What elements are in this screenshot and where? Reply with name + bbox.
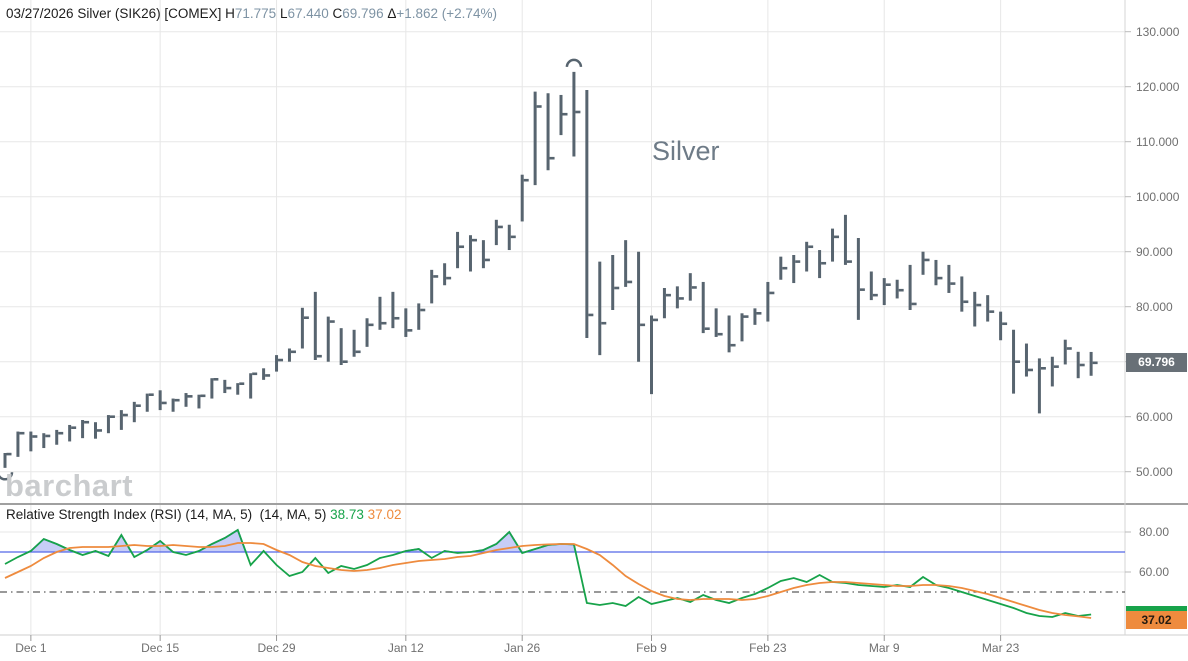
change-value: +1.862 (+2.74%)	[396, 6, 497, 21]
rsi-ma-value-badge: 37.02	[1126, 611, 1187, 629]
rsi-header: Relative Strength Index (RSI) (14, MA, 5…	[6, 507, 401, 522]
quote-date: 03/27/2026	[6, 6, 74, 21]
price-axis-label: 110.000	[1136, 134, 1179, 149]
date-axis-label: Mar 9	[868, 641, 900, 655]
rsi-overbought-outline	[26, 528, 577, 552]
price-axis-label: 100.000	[1136, 189, 1180, 204]
close-value: 69.796	[342, 6, 384, 21]
rsi-current-value: 38.73	[330, 507, 364, 522]
rsi-axis-label: 80.00	[1139, 525, 1170, 539]
date-axis-label: Dec 15	[141, 641, 180, 655]
last-price-badge: 69.796	[1126, 353, 1187, 372]
rsi-axis-label: 60.00	[1139, 565, 1170, 579]
date-axis-label: Mar 23	[981, 641, 1020, 655]
rsi-study-label: Relative Strength Index (RSI) (14, MA, 5…	[6, 507, 331, 522]
change-label: Δ	[387, 6, 397, 21]
close-label: C	[332, 6, 343, 21]
price-axis-label: 60.000	[1136, 409, 1173, 424]
price-axis-label: 50.000	[1136, 464, 1173, 479]
low-label: L	[279, 6, 288, 21]
symbol-watermark-label: Silver	[652, 136, 720, 166]
price-axis-label: 80.000	[1136, 299, 1173, 314]
rsi-panel	[0, 528, 1125, 619]
barchart-watermark-logo: barchart	[5, 468, 134, 503]
contract-low-arc-marker	[0, 472, 14, 481]
price-axis-label: 120.000	[1136, 79, 1180, 94]
quote-symbol: Silver (SIK26) [COMEX]	[77, 6, 222, 21]
high-value: 71.775	[234, 6, 277, 21]
quote-header: 03/27/2026 Silver (SIK26) [COMEX] H71.77…	[6, 6, 497, 21]
price-axis-label: 90.000	[1136, 244, 1173, 259]
date-axis-label: Jan 26	[504, 641, 541, 655]
high-label: H	[225, 6, 235, 21]
low-value: 67.440	[287, 6, 329, 21]
price-axis-label: 130.000	[1136, 24, 1180, 39]
rsi-ma-current-value: 37.02	[363, 507, 402, 522]
date-axis-label: Jan 12	[387, 641, 424, 655]
date-axis-label: Dec 29	[257, 641, 296, 655]
rsi-overbought-fill	[5, 530, 1092, 552]
price-bars	[3, 71, 1098, 468]
rsi-line	[4, 528, 1092, 618]
date-axis-label: Dec 1	[15, 641, 47, 655]
contract-high-arc-marker	[565, 58, 583, 68]
rsi-ma-line	[4, 542, 1092, 619]
date-axis-label: Feb 9	[636, 641, 667, 655]
date-axis-label: Feb 23	[749, 641, 787, 655]
